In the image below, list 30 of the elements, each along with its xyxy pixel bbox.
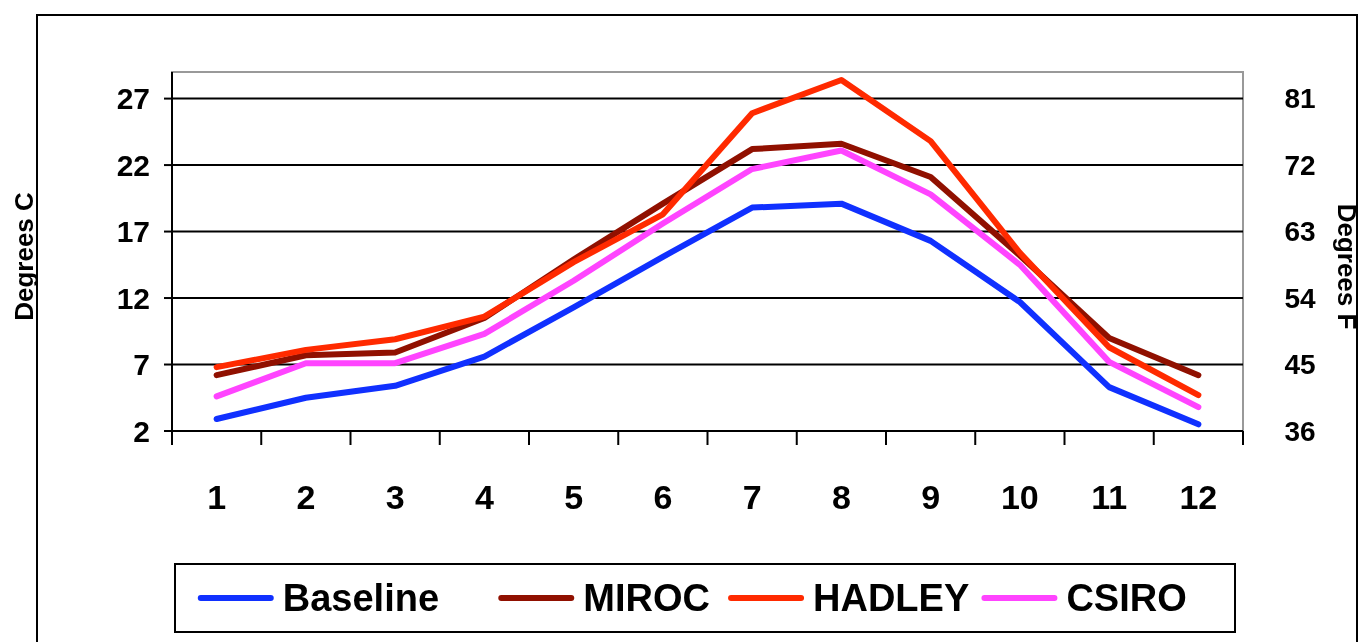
y-tick-label: 27 (116, 82, 150, 116)
y2-tick-label: 45 (1284, 349, 1316, 381)
y-tick-label: 7 (133, 348, 150, 382)
x-tick-label: 5 (564, 477, 584, 516)
y-axis-title: Degrees C (9, 191, 39, 321)
x-tick-label: 6 (653, 477, 673, 516)
y2-tick-label: 81 (1284, 83, 1316, 115)
legend-label: HADLEY (813, 577, 970, 620)
x-tick-label: 3 (385, 477, 405, 516)
y2-tick-label: 63 (1284, 216, 1316, 248)
y2-tick-label: 72 (1284, 149, 1316, 181)
y-tick-label: 22 (116, 148, 150, 182)
y2-axis-title: Degrees F (1332, 203, 1360, 330)
x-tick-label: 7 (742, 477, 762, 516)
x-tick-label: 8 (831, 477, 851, 516)
y-tick-label: 17 (116, 215, 150, 249)
y2-tick-label: 36 (1284, 415, 1316, 447)
x-tick-label: 12 (1179, 477, 1218, 516)
y-tick-label: 2 (133, 414, 150, 448)
x-tick-label: 4 (474, 477, 494, 516)
legend-label: CSIRO (1066, 577, 1187, 620)
x-tick-label: 9 (921, 477, 941, 516)
y2-tick-label: 54 (1284, 282, 1316, 314)
x-tick-label: 11 (1091, 477, 1128, 516)
x-tick-label: 2 (296, 477, 316, 516)
x-tick-label: 10 (1000, 477, 1039, 516)
y-tick-label: 12 (116, 281, 150, 315)
x-tick-label: 1 (207, 477, 227, 516)
legend-label: Baseline (282, 577, 440, 620)
legend-label: MIROC (583, 577, 710, 620)
